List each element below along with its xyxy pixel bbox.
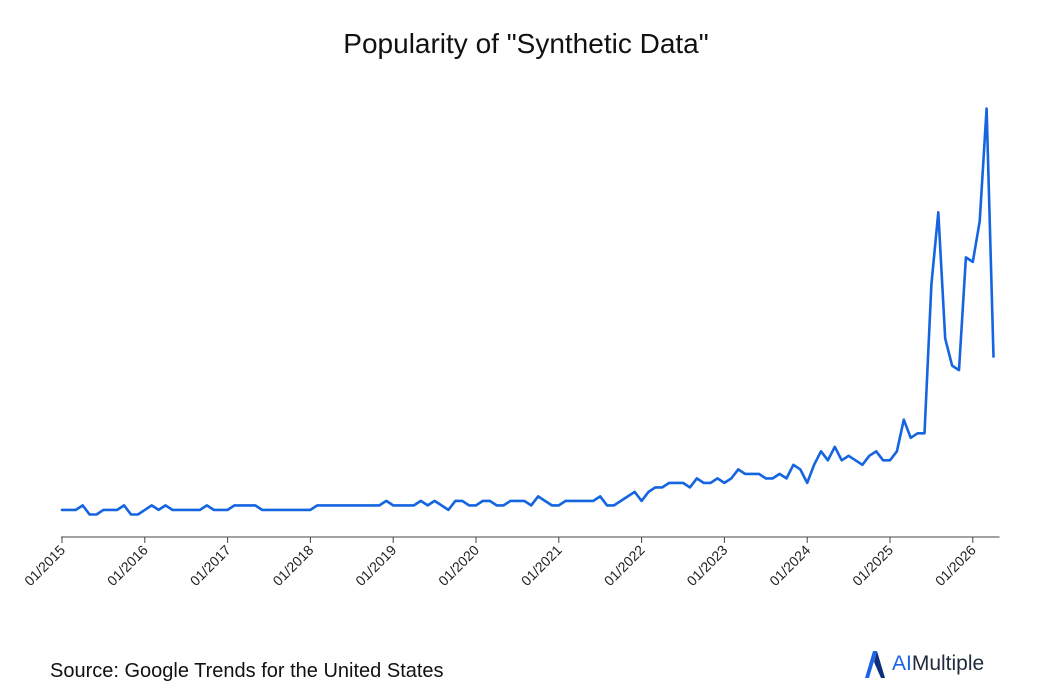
logo-text-multiple: Multiple [911, 652, 985, 675]
x-tick-label: 01/2022 [601, 542, 648, 589]
x-tick-label: 01/2018 [269, 542, 316, 589]
series-line [60, 107, 995, 516]
aimultiple-logo-mark-icon [865, 651, 885, 678]
aimultiple-logo-text: AIMultiple [892, 652, 984, 676]
line-chart: 01/2015 01/2016 01/2017 01/2018 01/2019 01/20… [21, 107, 1000, 589]
x-tick-label: 01/2026 [932, 542, 979, 589]
x-tick-label: 01/2019 [352, 542, 399, 589]
chart-title: Popularity of "Synthetic Data" [343, 28, 709, 59]
x-axis-ticks: 01/2015 01/2016 01/2017 01/2018 01/2019 01/20… [21, 537, 979, 589]
x-tick-label: 01/2016 [104, 542, 151, 589]
x-tick-label: 01/2020 [435, 542, 482, 589]
x-tick-label: 01/2021 [518, 542, 565, 589]
x-tick-label: 01/2024 [766, 542, 813, 589]
source-note: Source: Google Trends for the United Sta… [50, 660, 444, 682]
x-tick-label: 01/2023 [683, 542, 730, 589]
logo-text-ai: AI [892, 652, 912, 675]
x-tick-label: 01/2025 [849, 542, 896, 589]
aimultiple-logo: AIMultiple [862, 648, 984, 680]
series-layer [60, 107, 995, 516]
x-tick-label: 01/2017 [187, 542, 234, 589]
x-tick-label: 01/2015 [21, 542, 68, 589]
